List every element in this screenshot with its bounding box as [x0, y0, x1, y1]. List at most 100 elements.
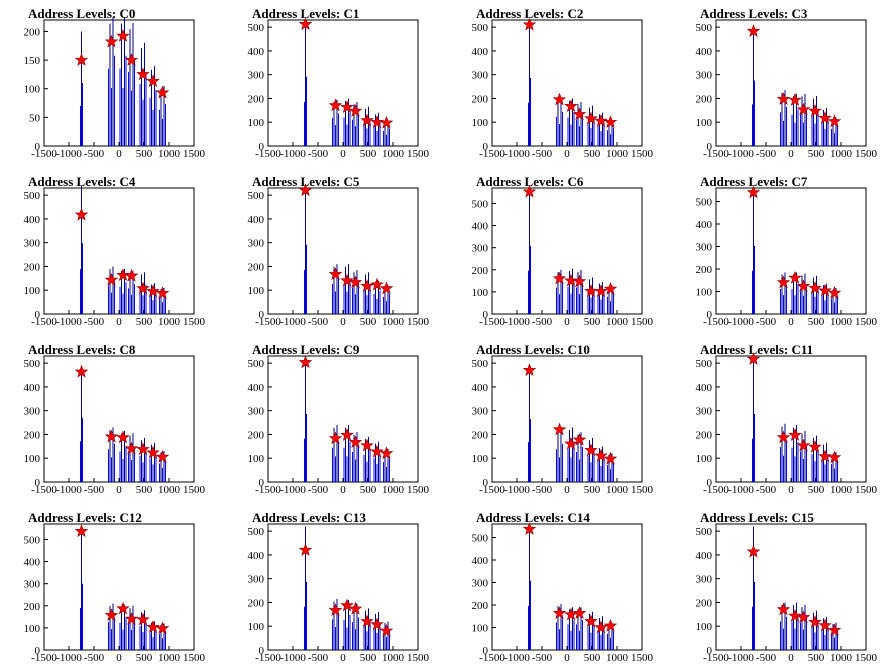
chart-panel: Address Levels: C12 0 100 200 300 400 500 -1500…	[0, 504, 224, 672]
x-tick-label: -1500	[479, 484, 505, 496]
x-tick-label: -1000	[280, 148, 306, 160]
chart-panel: Address Levels: C5 0 100 200 300 400 500 -1500-…	[224, 168, 448, 336]
star-marker	[594, 284, 608, 297]
chart-plot: 0 100 200 300 400 500 -1500 -1000 -500 0 500 1000 15…	[248, 523, 430, 664]
y-tick-label: 200	[696, 429, 713, 441]
chart-plot: 0 50 100 150 200 -1500 -1000 -500 0 500 1000 1500	[24, 17, 206, 160]
chart-title: Address Levels: C15	[700, 510, 814, 525]
spike-cluster	[800, 430, 807, 482]
star-marker	[155, 449, 170, 463]
x-tick-label: -1000	[728, 652, 754, 664]
x-tick-label: 0	[788, 316, 794, 328]
spike-cluster	[528, 190, 531, 314]
star-marker	[124, 441, 139, 455]
spike-cluster	[556, 97, 563, 146]
chart-plot: 0 100 200 300 400 500 -1500 -1000 -500 0 500 1000 15…	[696, 352, 878, 496]
star-marker	[328, 98, 343, 112]
y-tick-label: 500	[696, 358, 713, 370]
chart-plot: 0 100 200 300 400 500 -1500 -1000 -500 0 500 1000 15…	[248, 17, 430, 160]
y-tick-label: 500	[248, 190, 265, 202]
x-tick-label: 0	[340, 148, 346, 160]
x-tick-label: -500	[308, 652, 329, 664]
x-tick-label: 0	[788, 484, 794, 496]
chart-title: Address Levels: C2	[476, 6, 584, 21]
x-tick-label: 0	[116, 652, 122, 664]
chart-plot: 0 100 200 300 400 500 -1500 -1000 -500 0 500 1000 15…	[24, 355, 206, 496]
x-tick-label: 1000	[606, 316, 629, 328]
star-marker	[603, 451, 618, 465]
x-tick-label: 1000	[830, 148, 853, 160]
x-tick-label: -500	[532, 484, 553, 496]
x-tick-label: -1000	[56, 148, 82, 160]
star-marker	[379, 115, 394, 129]
star-marker	[796, 102, 811, 116]
star-marker	[796, 438, 811, 452]
star-marker	[379, 281, 394, 295]
y-tick-label: 100	[696, 117, 713, 129]
chart-title: Address Levels: C5	[252, 174, 360, 189]
y-tick-label: 500	[248, 358, 265, 370]
star-marker	[776, 92, 791, 105]
spike-cluster	[128, 22, 135, 146]
y-tick-label: 0	[35, 141, 41, 153]
star-marker	[552, 422, 567, 436]
spike-cluster	[811, 275, 819, 314]
y-tick-label: 200	[248, 597, 265, 609]
x-tick-label: 1000	[830, 484, 853, 496]
x-tick-label: 1500	[183, 148, 206, 160]
y-tick-label: 200	[24, 601, 41, 613]
y-tick-label: 0	[259, 645, 265, 657]
star-marker	[827, 450, 842, 464]
spike-cluster	[128, 605, 135, 650]
star-marker	[827, 114, 842, 128]
star-marker	[116, 28, 130, 42]
y-tick-label: 500	[472, 198, 489, 210]
y-tick-label: 0	[259, 141, 265, 153]
x-tick-label: -1500	[703, 148, 729, 160]
y-tick-label: 150	[24, 55, 41, 67]
star-marker	[522, 522, 537, 535]
y-tick-label: 300	[24, 238, 41, 250]
x-tick-label: -1500	[479, 316, 505, 328]
star-marker	[808, 615, 822, 628]
star-marker	[340, 100, 354, 113]
spike-cluster	[528, 524, 531, 650]
star-marker	[808, 103, 822, 117]
star-marker	[818, 449, 832, 463]
star-marker	[788, 270, 802, 284]
x-tick-label: 500	[136, 652, 153, 664]
spike-cluster	[139, 272, 147, 314]
star-marker	[348, 601, 363, 615]
star-marker	[328, 603, 343, 617]
x-tick-label: 1500	[407, 484, 430, 496]
x-tick-label: 500	[136, 148, 153, 160]
star-marker	[136, 67, 150, 81]
y-tick-label: 400	[24, 382, 41, 394]
x-tick-label: 500	[808, 652, 825, 664]
star-marker	[522, 17, 537, 31]
x-tick-label: 1500	[855, 484, 878, 496]
x-tick-label: -1500	[703, 484, 729, 496]
y-tick-label: 0	[707, 645, 713, 657]
x-tick-label: 1000	[158, 484, 181, 496]
spike-cluster	[597, 281, 605, 314]
x-tick-label: -1500	[255, 148, 281, 160]
x-tick-label: 1500	[631, 148, 654, 160]
x-tick-label: 0	[340, 484, 346, 496]
y-tick-label: 100	[472, 287, 489, 299]
x-tick-label: 500	[360, 484, 377, 496]
x-tick-label: 1500	[631, 484, 654, 496]
y-tick-label: 300	[24, 406, 41, 418]
y-tick-label: 300	[248, 406, 265, 418]
y-tick-label: 100	[248, 621, 265, 633]
x-tick-label: -1000	[504, 148, 530, 160]
star-marker	[146, 445, 160, 459]
star-marker	[584, 443, 598, 457]
x-tick-label: -1500	[703, 316, 729, 328]
star-marker	[552, 92, 567, 106]
x-tick-label: -500	[756, 484, 777, 496]
x-tick-label: 1500	[407, 316, 430, 328]
plot-frame	[43, 523, 195, 651]
spike-cluster	[556, 427, 563, 482]
y-tick-label: 400	[696, 219, 713, 231]
